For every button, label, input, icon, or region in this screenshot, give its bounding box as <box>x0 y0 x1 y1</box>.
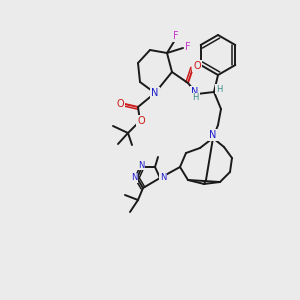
Text: N: N <box>151 88 159 98</box>
Text: F: F <box>185 42 191 52</box>
Text: O: O <box>116 99 124 109</box>
Text: N: N <box>160 172 166 182</box>
Text: N: N <box>138 160 144 169</box>
Text: N: N <box>191 87 199 97</box>
Text: O: O <box>137 116 145 126</box>
Text: H: H <box>216 85 222 94</box>
Text: O: O <box>193 61 201 71</box>
Text: N: N <box>209 130 217 140</box>
Text: F: F <box>173 31 179 41</box>
Text: H: H <box>192 94 198 103</box>
Text: N: N <box>131 173 137 182</box>
